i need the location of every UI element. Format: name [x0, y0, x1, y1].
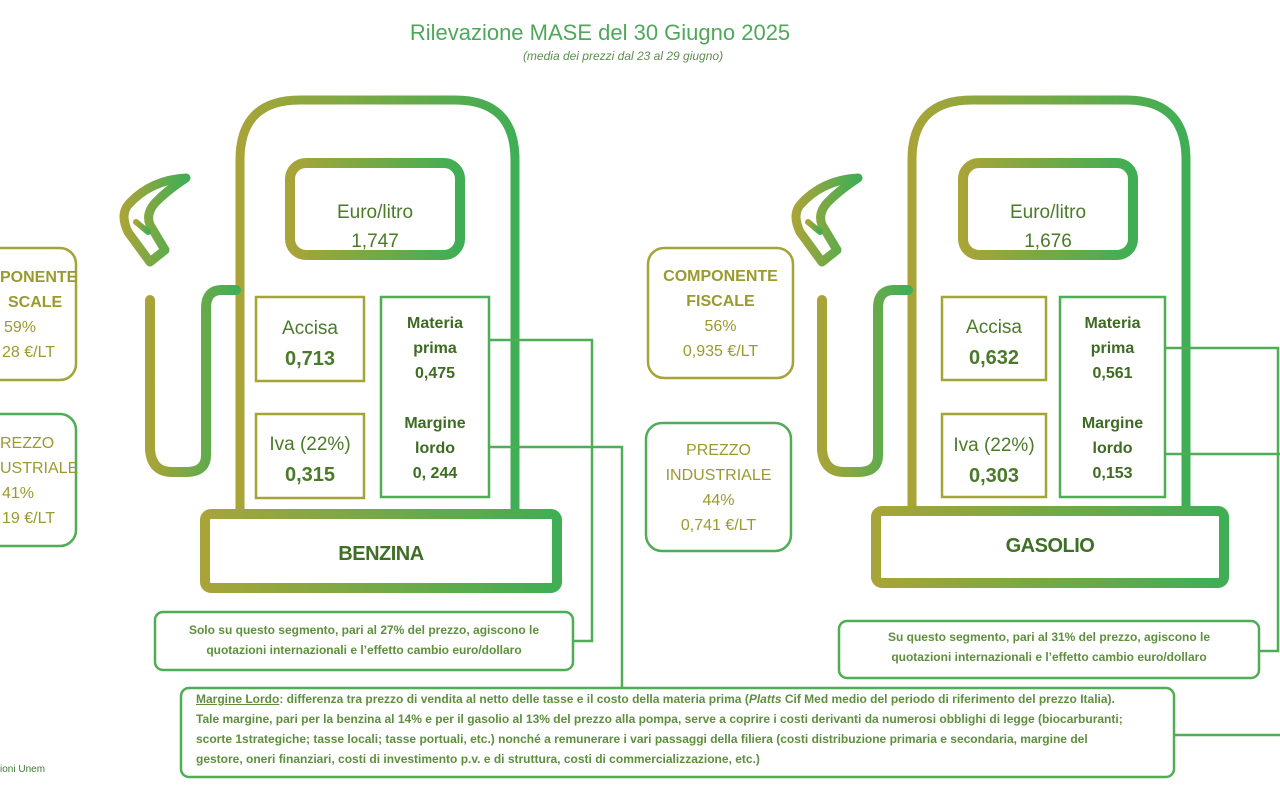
benzina-iva-label: Iva (22%) — [269, 434, 351, 455]
gasolio-euro-label: Euro/litro — [1009, 202, 1087, 223]
benzina-fiscal-component: PONENTE SCALE 59% 28 €/LT — [0, 265, 78, 365]
gasolio-industriale-line2: INDUSTRIALE — [665, 467, 772, 484]
benzina-industriale-line1: REZZO — [0, 435, 55, 452]
gasolio-fiscale-line2: FISCALE — [686, 293, 755, 310]
benzina-price-display: Euro/litro 1,747 — [290, 198, 460, 256]
benzina-pump — [119, 95, 562, 593]
margin-note-line1: Margine Lordo: differenza tra prezzo di … — [196, 689, 1162, 709]
gasolio-materia-value: 0,561 — [1092, 365, 1133, 382]
gasolio-industriale-line1: PREZZO — [686, 442, 751, 459]
gasolio-label: GASOLIO — [1005, 535, 1095, 557]
benzina-segment-note: Solo su questo segmento, pari al 27% del… — [155, 620, 573, 660]
benzina-segment-note-2: quotazioni internazionali e l’effetto ca… — [206, 643, 522, 657]
gasolio-pump — [791, 95, 1229, 588]
margin-note-platts: Platts — [748, 692, 782, 706]
benzina-materia-label-2: prima — [413, 340, 457, 357]
benzina-accisa-label: Accisa — [282, 318, 338, 339]
margin-note-line2: Tale margine, pari per la benzina al 14%… — [196, 712, 1123, 726]
benzina-industriale-line2: USTRIALE — [0, 460, 79, 477]
benzina-industrial-detail: Materia prima 0,475 Margine lordo 0, 244 — [381, 311, 489, 486]
benzina-margine-label-2: lordo — [415, 440, 455, 457]
gasolio-industriale-eur: 0,741 €/LT — [680, 517, 757, 534]
benzina-label: BENZINA — [338, 543, 424, 565]
benzina-accisa-value: 0,713 — [284, 348, 336, 370]
margin-note-line1-end: Cif Med medio del periodo di riferimento… — [781, 692, 1115, 706]
gasolio-iva-value: 0,303 — [968, 465, 1020, 487]
gasolio-euro-value: 1,676 — [1024, 231, 1072, 252]
source-credit: ioni Unem — [0, 764, 46, 775]
margin-note-term: Margine Lordo — [196, 692, 280, 706]
benzina-euro-label: Euro/litro — [336, 202, 414, 223]
gasolio-margine-label-1: Margine — [1081, 415, 1144, 432]
benzina-materia-label-1: Materia — [406, 315, 464, 332]
benzina-segment-note-1: Solo su questo segmento, pari al 27% del… — [188, 623, 540, 637]
margin-definition-note: Margine Lordo: differenza tra prezzo di … — [196, 689, 1162, 769]
benzina-boxes — [0, 246, 624, 688]
gasolio-fiscal-component: COMPONENTE FISCALE 56% 0,935 €/LT — [648, 264, 793, 364]
gasolio-boxes — [179, 246, 1280, 779]
benzina-accisa: Accisa 0,713 — [256, 314, 364, 374]
gasolio-price-display: Euro/litro 1,676 — [963, 198, 1133, 256]
gasolio-accisa-label: Accisa — [966, 317, 1022, 338]
margin-note-line3: scorte 1strategiche; tasse locali; tasse… — [196, 732, 1088, 746]
gasolio-fiscale-eur: 0,935 €/LT — [682, 343, 759, 360]
gasolio-industriale-pct: 44% — [702, 492, 735, 509]
gasolio-margine-value: 0,153 — [1092, 465, 1133, 482]
benzina-iva: Iva (22%) 0,315 — [256, 430, 364, 490]
gasolio-margine-label-2: lordo — [1092, 440, 1133, 457]
gasolio-materia-label-2: prima — [1090, 340, 1135, 357]
gasolio-accisa-value: 0,632 — [968, 347, 1020, 369]
gasolio-fiscale-pct: 56% — [704, 318, 737, 335]
margin-note-line4: gestore, oneri finanziari, costi di inve… — [196, 752, 760, 766]
benzina-fiscale-line1: PONENTE — [0, 269, 78, 286]
page-subtitle: (media dei prezzi dal 23 al 29 giugno) — [522, 49, 724, 63]
gasolio-segment-note-1: Su questo segmento, pari al 31% del prez… — [887, 630, 1211, 644]
gasolio-industrial-price: PREZZO INDUSTRIALE 44% 0,741 €/LT — [646, 438, 791, 538]
benzina-materia-value: 0,475 — [414, 365, 456, 382]
benzina-margine-value: 0, 244 — [412, 465, 458, 482]
gasolio-iva-label: Iva (22%) — [953, 435, 1035, 456]
gasolio-iva: Iva (22%) 0,303 — [942, 431, 1046, 491]
page-title: Rilevazione MASE del 30 Giugno 2025 — [409, 20, 791, 45]
gasolio-fiscale-line1: COMPONENTE — [663, 268, 778, 285]
gasolio-segment-note-2: quotazioni internazionali e l’effetto ca… — [891, 650, 1207, 664]
benzina-fiscale-line2: SCALE — [8, 294, 63, 311]
margin-note-line1-rest: : differenza tra prezzo di vendita al ne… — [279, 692, 749, 706]
benzina-iva-value: 0,315 — [284, 464, 336, 486]
gasolio-industrial-detail: Materia prima 0,561 Margine lordo 0,153 — [1060, 311, 1165, 486]
benzina-industriale-pct: 41% — [2, 485, 35, 502]
benzina-industriale-eur: 19 €/LT — [2, 510, 56, 527]
gasolio-segment-note: Su questo segmento, pari al 31% del prez… — [839, 627, 1259, 667]
benzina-industrial-price: REZZO USTRIALE 41% 19 €/LT — [0, 431, 79, 531]
benzina-fiscale-eur: 28 €/LT — [2, 344, 56, 361]
benzina-euro-value: 1,747 — [351, 231, 399, 252]
gasolio-materia-label-1: Materia — [1084, 315, 1141, 332]
benzina-fiscale-pct: 59% — [4, 319, 37, 336]
gasolio-accisa: Accisa 0,632 — [942, 313, 1046, 373]
benzina-margine-label-1: Margine — [404, 415, 466, 432]
